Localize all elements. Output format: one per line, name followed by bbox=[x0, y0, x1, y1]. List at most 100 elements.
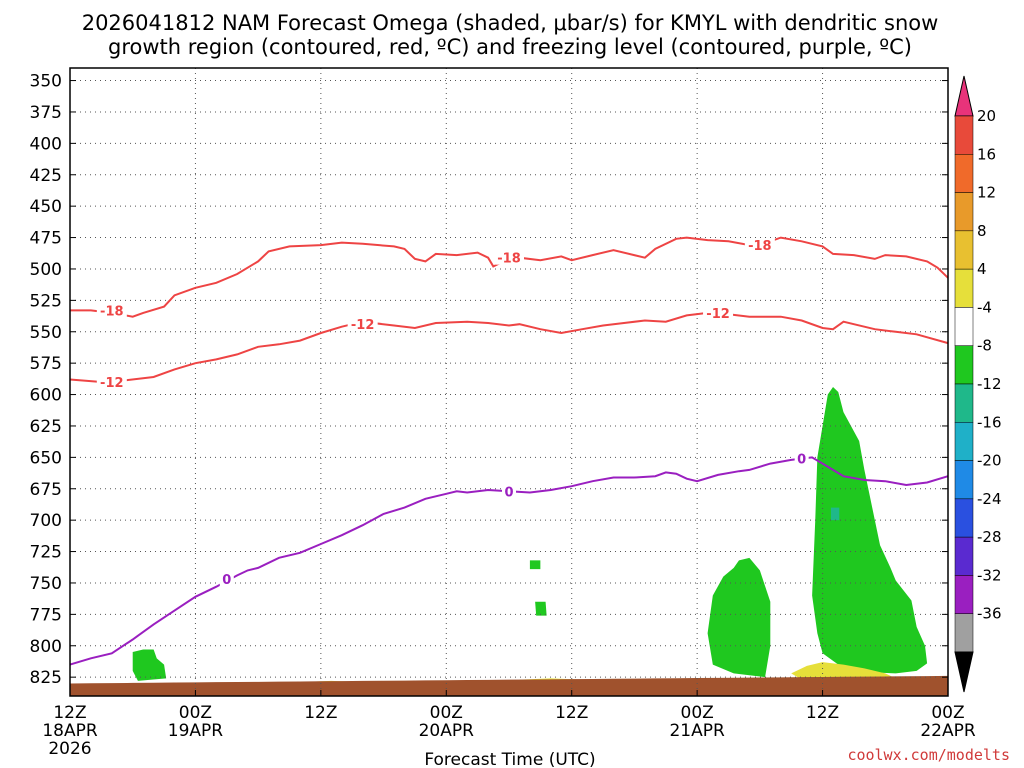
colorbar-top-arrow bbox=[954, 75, 974, 117]
contour-label-bg-1-2 bbox=[703, 305, 734, 320]
contour-label-bg-1-0 bbox=[96, 375, 127, 389]
y-tick-label-600: 600 bbox=[30, 386, 62, 406]
contour-label-bg-2-1 bbox=[502, 484, 516, 499]
colorbar-bottom-arrow bbox=[954, 651, 974, 693]
x-tick-label-48: 12Z bbox=[555, 703, 588, 723]
y-tick-label-700: 700 bbox=[30, 511, 62, 531]
terrain bbox=[70, 675, 948, 696]
y-tick-label-450: 450 bbox=[30, 197, 62, 217]
y-tick-label-675: 675 bbox=[30, 480, 62, 500]
colorbar-label-9: -20 bbox=[977, 452, 1002, 470]
axes: 350 375 400 425 450 475 500 525 550 575 600 625 650 6… bbox=[30, 67, 976, 759]
y-tick-label-650: 650 bbox=[30, 448, 62, 468]
x-tick-date-0: 18APR bbox=[42, 721, 98, 741]
omega-region-1 bbox=[812, 387, 928, 674]
y-tick-label-550: 550 bbox=[30, 323, 62, 343]
y-tick-label-425: 425 bbox=[30, 166, 62, 186]
y-tick-label-350: 350 bbox=[30, 72, 62, 92]
colorbar-label-10: -24 bbox=[977, 490, 1002, 508]
x-tick-label-60: 00Z bbox=[681, 703, 714, 723]
y-tick-label-575: 575 bbox=[30, 354, 62, 374]
colorbar-label-3: 8 bbox=[977, 222, 987, 240]
colorbar-segment-10 bbox=[954, 498, 974, 538]
colorbar-label-12: -32 bbox=[977, 566, 1002, 584]
contour-line-2 bbox=[69, 456, 949, 666]
colorbar-label-8: -16 bbox=[977, 413, 1002, 431]
omega-region-3 bbox=[529, 560, 541, 570]
chart-title-line1: 2026041812 NAM Forecast Omega (shaded, μ… bbox=[82, 11, 939, 35]
x-tick-date-84: 22APR bbox=[920, 721, 976, 741]
y-tick-label-750: 750 bbox=[30, 574, 62, 594]
colorbar-segment-6 bbox=[954, 345, 974, 385]
colorbar-segment-5 bbox=[954, 307, 974, 346]
contour-label-2-0: 0 bbox=[222, 573, 231, 588]
colorbar-segment-0 bbox=[954, 115, 974, 155]
x-tick-date-12: 19APR bbox=[168, 721, 224, 741]
x-tick-label-12: 00Z bbox=[179, 703, 212, 723]
omega-region-6 bbox=[791, 662, 896, 680]
contour-label-bg-0-2 bbox=[744, 238, 775, 253]
contour-label-1-0: -12 bbox=[100, 376, 124, 391]
contour-label-bg-0-0 bbox=[96, 303, 127, 318]
x-tick-label-36: 00Z bbox=[430, 703, 463, 723]
omega-region-0 bbox=[707, 557, 771, 678]
y-tick-label-525: 525 bbox=[30, 291, 62, 311]
contour-label-1-1: -12 bbox=[351, 318, 375, 333]
y-tick-label-775: 775 bbox=[30, 605, 62, 625]
y-tick-label-475: 475 bbox=[30, 229, 62, 249]
x-tick-label-0: 12Z bbox=[53, 703, 86, 723]
terrain-band bbox=[70, 675, 948, 696]
omega-shading bbox=[132, 387, 928, 685]
colorbar-segment-1 bbox=[954, 154, 974, 193]
contour-lines: -18 -18 -18 -12 -12 -12 0 0 0 bbox=[69, 236, 949, 666]
colorbar-label-1: 16 bbox=[977, 145, 996, 163]
colorbar-segment-3 bbox=[954, 230, 974, 270]
colorbar-label-13: -36 bbox=[977, 605, 1002, 623]
colorbar-segment-2 bbox=[954, 192, 974, 232]
contour-label-bg-2-0 bbox=[219, 572, 234, 587]
colorbar-segment-11 bbox=[954, 536, 974, 576]
x-tick-date-36: 20APR bbox=[419, 721, 475, 741]
credit-text: coolwx.com/modelts bbox=[847, 746, 1010, 764]
contour-line-0 bbox=[70, 236, 949, 318]
colorbar-segment-9 bbox=[954, 460, 974, 500]
x-tick-label-84: 00Z bbox=[931, 703, 964, 723]
x-tick-label-24: 12Z bbox=[304, 703, 337, 723]
y-tick-label-625: 625 bbox=[30, 417, 62, 437]
y-tick-label-825: 825 bbox=[30, 668, 62, 688]
colorbar-label-6: -8 bbox=[977, 337, 992, 355]
colorbar-label-2: 12 bbox=[977, 184, 996, 202]
contour-label-2-2: 0 bbox=[797, 453, 806, 468]
x-tick-year-0: 2026 bbox=[48, 739, 91, 759]
colorbar-segment-8 bbox=[954, 422, 974, 461]
colorbar-segment-7 bbox=[954, 383, 974, 423]
x-tick-date-60: 21APR bbox=[669, 721, 725, 741]
x-axis-title: Forecast Time (UTC) bbox=[424, 750, 595, 768]
y-tick-label-400: 400 bbox=[30, 134, 62, 154]
omega-region-4 bbox=[535, 601, 547, 616]
colorbar: 20 16 12 8 4 -4 -8 -12 -16 -20 -24 -28 -32 -36 bbox=[954, 75, 1002, 693]
colorbar-label-0: 20 bbox=[977, 107, 996, 125]
colorbar-label-11: -28 bbox=[977, 528, 1002, 546]
chart-title-line2: growth region (contoured, red, ºC) and f… bbox=[108, 35, 912, 59]
colorbar-segment-12 bbox=[954, 575, 974, 614]
colorbar-label-4: 4 bbox=[977, 260, 987, 278]
plot-frame bbox=[69, 67, 949, 697]
colorbar-segment-4 bbox=[954, 268, 974, 308]
x-tick-label-72: 12Z bbox=[806, 703, 839, 723]
contour-label-0-2: -18 bbox=[748, 239, 772, 254]
contour-label-2-1: 0 bbox=[504, 485, 513, 500]
omega-region-2 bbox=[132, 649, 167, 681]
contour-label-0-0: -18 bbox=[100, 304, 124, 319]
colorbar-label-5: -4 bbox=[977, 298, 992, 316]
contour-label-bg-0-1 bbox=[494, 250, 524, 265]
contour-label-0-1: -18 bbox=[497, 252, 521, 267]
colorbar-label-7: -12 bbox=[977, 375, 1002, 393]
y-tick-label-375: 375 bbox=[30, 103, 62, 123]
contour-line-1 bbox=[69, 311, 949, 384]
contour-label-bg-2-2 bbox=[794, 451, 809, 466]
colorbar-segment-13 bbox=[954, 613, 974, 653]
y-tick-label-800: 800 bbox=[30, 637, 62, 657]
y-tick-label-725: 725 bbox=[30, 543, 62, 563]
